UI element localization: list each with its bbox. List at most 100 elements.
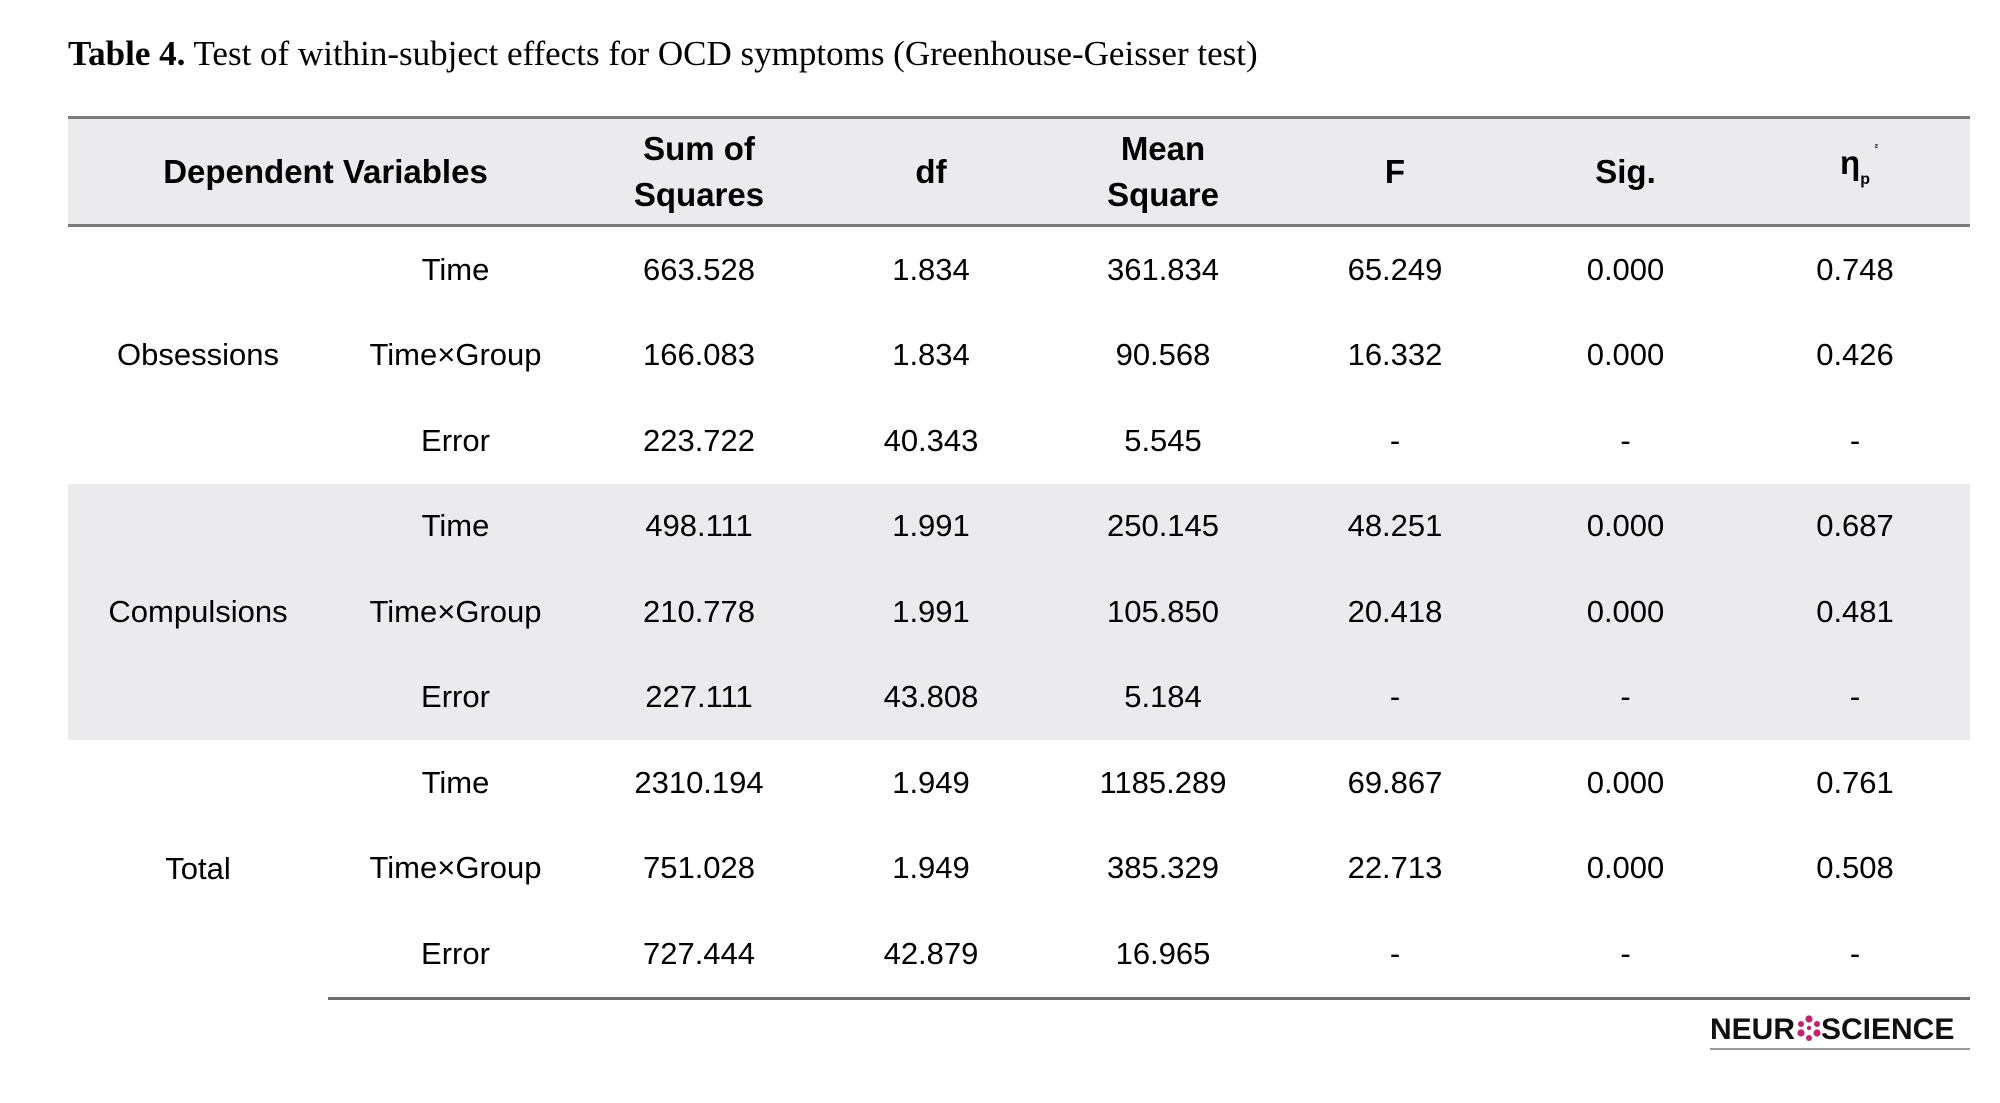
variable-name: Obsessions	[117, 337, 279, 373]
ms-cell: 90.568	[1115, 337, 1211, 373]
ss-cell: 227.111	[645, 679, 753, 715]
header-sig: Sig.	[1511, 116, 1740, 227]
eta-cell: 0.426	[1816, 337, 1894, 373]
table-caption: Table 4. Test of within-subject effects …	[68, 34, 1258, 74]
table-caption-label: Table 4.	[68, 34, 186, 73]
eta-cell: 0.508	[1816, 850, 1894, 886]
eta-cell: 0.481	[1816, 593, 1894, 629]
table-row: Compulsions Time 498.111 1.991 250.145 4…	[68, 483, 1970, 629]
sig-cell: 0.000	[1586, 508, 1665, 544]
eta-cell: -	[1740, 911, 1970, 1000]
anova-table: Dependent Variables Sum of Squares df Me…	[68, 116, 1970, 1000]
effect-cell: Time×Group	[369, 337, 542, 373]
ms-cell: 361.834	[1106, 251, 1220, 287]
f-cell: 69.867	[1347, 764, 1443, 800]
ss-cell: 751.028	[642, 850, 756, 886]
df-cell: 43.808	[883, 679, 979, 715]
table-row: Error 223.722 40.343 5.545 - - -	[68, 398, 1970, 484]
header-sum-of-squares-line2: Squares	[633, 175, 765, 213]
effect-cell: Time×Group	[369, 850, 542, 886]
ss-cell: 166.083	[642, 337, 756, 373]
sig-cell: 0.000	[1586, 850, 1665, 886]
ms-cell: 250.145	[1106, 508, 1220, 544]
header-sum-of-squares-line1: Sum of	[643, 129, 755, 167]
effect-cell: Error	[328, 911, 583, 1000]
df-cell: 1.991	[892, 508, 970, 544]
f-cell: 22.713	[1347, 850, 1443, 886]
df-cell: 1.991	[892, 593, 970, 629]
df-cell: 1.949	[892, 764, 970, 800]
df-cell: 1.834	[892, 337, 970, 373]
df-cell: 1.834	[892, 251, 970, 287]
header-sum-of-squares: Sum of Squares	[583, 116, 815, 227]
sig-cell: 0.000	[1586, 764, 1665, 800]
eta-subscript: p	[1860, 171, 1870, 188]
df-cell: 42.879	[815, 911, 1047, 1000]
f-cell: 20.418	[1347, 593, 1443, 629]
eta-cell: -	[1849, 422, 1861, 458]
eta-squared-symbol: ηp ²	[1840, 140, 1878, 203]
ms-cell: 16.965	[1047, 911, 1279, 1000]
table-header-row: Dependent Variables Sum of Squares df Me…	[68, 116, 1970, 227]
table-caption-text: Test of within-subject effects for OCD s…	[185, 34, 1258, 73]
f-cell: -	[1389, 679, 1401, 715]
eta-cell: 0.748	[1816, 251, 1894, 287]
effect-cell: Error	[421, 422, 490, 458]
table-row: Error 727.444 42.879 16.965 - - -	[68, 911, 1970, 1000]
ms-cell: 5.184	[1124, 679, 1202, 715]
f-cell: 16.332	[1347, 337, 1443, 373]
ms-cell: 385.329	[1106, 850, 1220, 886]
neuroscience-logo: NEUR SCIENCE	[1710, 1008, 1970, 1050]
header-mean-square: Mean Square	[1047, 116, 1279, 227]
ms-cell: 5.545	[1124, 422, 1202, 458]
table-row: Time×Group 166.083 1.834 90.568 16.332 0…	[68, 313, 1970, 399]
neuroscience-logo-mark: NEUR SCIENCE	[1710, 1013, 1954, 1046]
table-row: Time×Group 210.778 1.991 105.850 20.418 …	[68, 569, 1970, 655]
header-mean-square-line2: Square	[1107, 175, 1219, 213]
ss-cell: 498.111	[645, 508, 753, 544]
effect-cell: Time×Group	[369, 593, 542, 629]
df-cell: 1.949	[892, 850, 970, 886]
logo-o-molecule-icon	[1797, 1015, 1821, 1041]
header-mean-square-line1: Mean	[1120, 129, 1206, 167]
ss-cell: 2310.194	[634, 764, 764, 800]
ss-cell: 663.528	[642, 251, 756, 287]
header-dependent-variables: Dependent Variables	[68, 116, 583, 227]
ms-cell: 105.850	[1106, 593, 1220, 629]
variable-name: Compulsions	[108, 593, 288, 629]
table-row: Total Time 2310.194 1.949 1185.289 69.86…	[68, 740, 1970, 886]
eta-cell: -	[1849, 679, 1861, 715]
sig-cell: -	[1511, 911, 1740, 1000]
effect-cell: Error	[421, 679, 490, 715]
effect-cell: Time	[421, 764, 490, 800]
table-row: Error 227.111 43.808 5.184 - - -	[68, 654, 1970, 740]
logo-text-right: SCIENCE	[1821, 1013, 1954, 1046]
ss-cell: 210.778	[642, 593, 756, 629]
ms-cell: 1185.289	[1099, 764, 1227, 800]
f-cell: 65.249	[1347, 251, 1443, 287]
effect-cell: Time	[421, 508, 490, 544]
table-row: Time×Group 751.028 1.949 385.329 22.713 …	[68, 826, 1970, 912]
sig-cell: 0.000	[1586, 251, 1665, 287]
ss-cell: 223.722	[642, 422, 756, 458]
sig-cell: -	[1620, 422, 1631, 458]
eta-cell: 0.687	[1816, 508, 1894, 544]
table-row: Obsessions Time 663.528 1.834 361.834 65…	[68, 226, 1970, 373]
header-df: df	[815, 116, 1047, 227]
sig-cell: -	[1620, 679, 1631, 715]
sig-cell: 0.000	[1586, 593, 1665, 629]
header-partial-eta-squared: ηp ²	[1740, 116, 1970, 227]
eta-cell: 0.761	[1816, 764, 1894, 800]
f-cell: -	[1279, 911, 1511, 1000]
effect-cell: Time	[421, 251, 490, 287]
logo-text-left: NEUR	[1710, 1013, 1795, 1046]
eta-superscript: ²	[1874, 143, 1878, 154]
variable-name: Total	[165, 851, 231, 886]
sig-cell: 0.000	[1586, 337, 1665, 373]
f-cell: 48.251	[1347, 508, 1443, 544]
header-f: F	[1279, 116, 1511, 227]
df-cell: 40.343	[883, 422, 979, 458]
eta-symbol: η	[1840, 144, 1861, 181]
f-cell: -	[1389, 422, 1401, 458]
ss-cell: 727.444	[583, 911, 815, 1000]
